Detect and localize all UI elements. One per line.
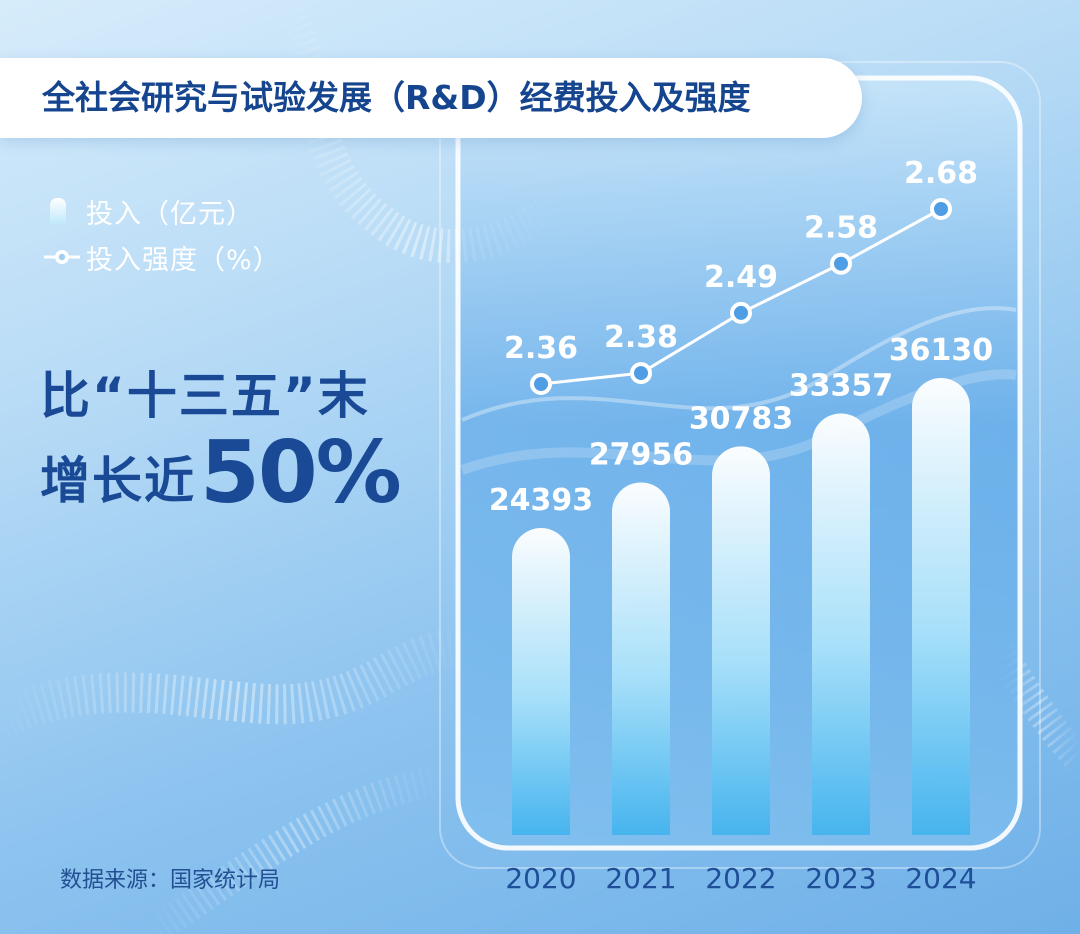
x-tick-label-2021: 2021 [605,862,676,895]
headline-line-1: 比“十三五”末 [40,367,370,425]
x-tick-label-2024: 2024 [905,862,976,895]
intensity-point-2021 [630,362,652,385]
data-source: 数据来源：国家统计局 [60,868,281,893]
legend: 投入（亿元） 投入强度（%） [44,188,281,280]
bar-2023 [812,413,870,835]
bar-value-label-2022: 30783 [689,401,793,436]
legend-label-intensity: 投入强度（%） [86,244,281,276]
intensity-value-label-2023: 2.58 [804,211,878,246]
bar-2020 [512,528,570,835]
intensity-point-2023 [830,252,852,275]
title-banner: 全社会研究与试验发展（R&D）经费投入及强度 [0,58,862,138]
bar-value-label-2023: 33357 [789,368,893,403]
intensity-value-label-2021: 2.38 [604,320,678,355]
legend-item-investment: 投入（亿元） [44,188,281,234]
intensity-value-label-2024: 2.68 [904,156,978,191]
bar-swatch-icon [50,198,66,224]
intensity-value-label-2022: 2.49 [704,260,778,295]
intensity-point-2020 [530,373,552,395]
x-tick-label-2022: 2022 [705,862,776,895]
headline-line-2: 增长近 50% [40,423,402,523]
bar-value-label-2020: 24393 [489,483,593,518]
bar-2021 [612,482,670,835]
x-tick-label-2020: 2020 [505,862,576,895]
headline: 比“十三五”末 增长近 50% [40,362,402,523]
headline-text: 增长近 [40,452,196,510]
intensity-line [540,207,942,386]
intensity-point-2022 [730,301,752,324]
legend-label-investment: 投入（亿元） [86,198,254,230]
bar-value-label-2024: 36130 [889,333,993,368]
intensity-value-label-2020: 2.36 [504,331,578,366]
headline-percentage: 50% [200,423,402,523]
chart-title: 全社会研究与试验发展（R&D）经费投入及强度 [42,78,751,117]
bar-2024 [912,378,970,835]
legend-item-intensity: 投入强度（%） [44,234,281,280]
bar-value-label-2021: 27956 [589,437,693,472]
intensity-point-2024 [930,198,952,220]
x-tick-label-2023: 2023 [805,862,876,895]
bar-2022 [712,446,770,835]
line-marker-icon [44,250,80,264]
